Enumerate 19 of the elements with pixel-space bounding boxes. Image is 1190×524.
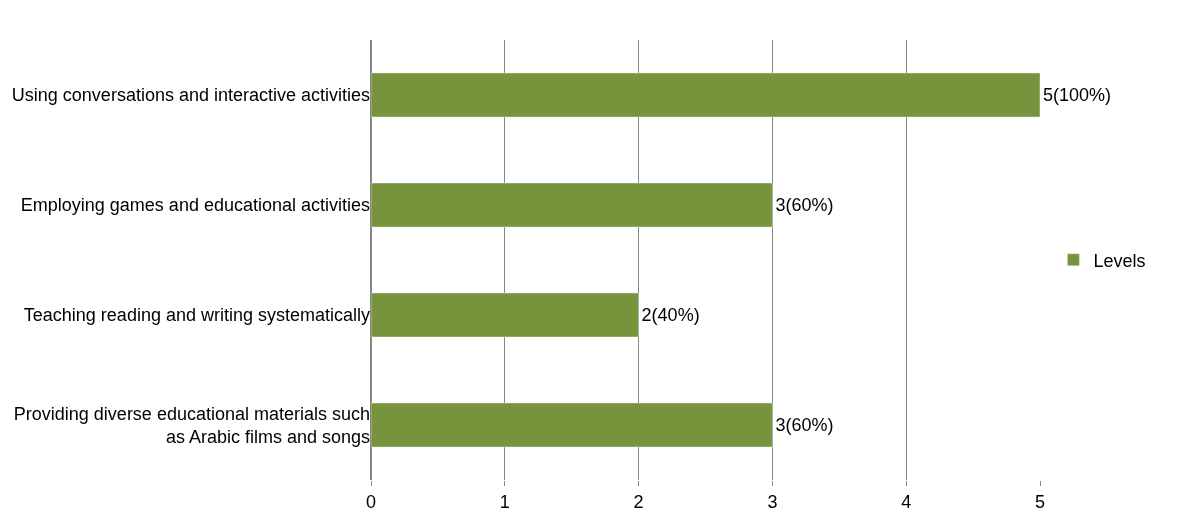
data-label: 5(100%) <box>1043 85 1112 105</box>
data-label: 3(60%) <box>775 415 834 435</box>
y-tick-label: Employing games and educational activities <box>20 195 370 216</box>
bar <box>371 72 1040 118</box>
bar <box>371 182 773 228</box>
y-tick-label: Using conversations and interactive activities <box>11 85 370 106</box>
bar <box>371 402 773 448</box>
x-tick-label: 4 <box>901 491 912 512</box>
y-tick-label: Providing diverse educational materials such as Arabic films and songs <box>13 403 370 447</box>
x-tick-label: 0 <box>365 491 377 512</box>
data-label: 2(40%) <box>641 305 700 325</box>
x-tick-label: 3 <box>767 491 778 512</box>
legend-label: Levels <box>1093 250 1146 271</box>
bar <box>371 292 639 338</box>
x-tick-label: 2 <box>633 491 644 512</box>
data-label: 3(60%) <box>775 195 834 215</box>
x-tick-label: 1 <box>499 491 510 512</box>
x-tick-label: 5 <box>1034 491 1046 512</box>
y-tick-label: Teaching reading and writing systematically <box>23 305 370 326</box>
